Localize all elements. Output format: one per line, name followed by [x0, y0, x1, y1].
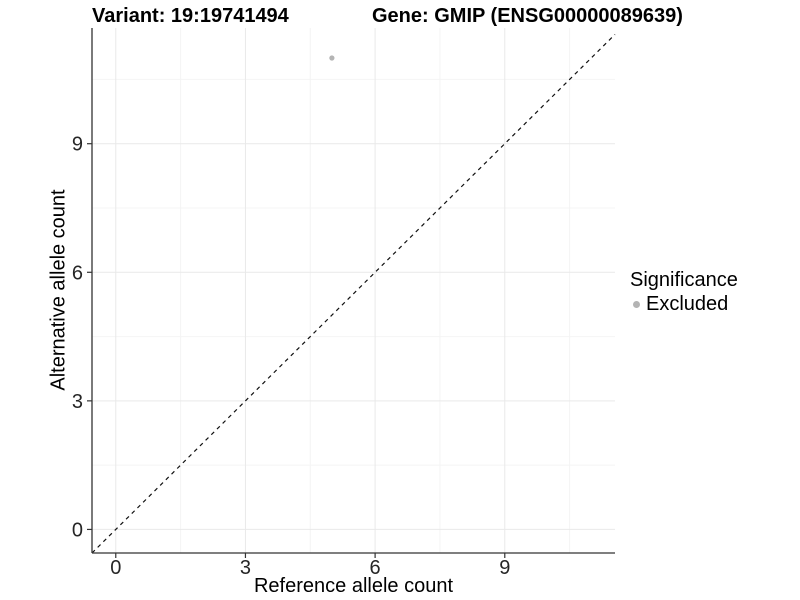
y-axis-title: Alternative allele count	[47, 189, 70, 391]
legend-title: Significance	[630, 269, 738, 291]
x-tick-label: 3	[240, 557, 251, 579]
y-tick-label: 0	[72, 519, 83, 541]
x-tick-label: 9	[499, 557, 510, 579]
x-tick-label: 0	[110, 557, 121, 579]
x-axis-title: Reference allele count	[253, 575, 453, 597]
legend: Significance Excluded	[630, 269, 738, 316]
x-tick-label: 6	[370, 557, 381, 579]
y-tick-label: 6	[72, 262, 83, 284]
data-point	[329, 55, 335, 61]
identity-dashed-line	[91, 34, 616, 554]
plot-title-gene: Gene: GMIP (ENSG00000089639)	[372, 5, 683, 27]
plot-title-variant: Variant: 19:19741494	[92, 5, 289, 27]
y-tick-label: 9	[72, 134, 83, 156]
y-tick-label: 3	[72, 391, 83, 413]
legend-key-dot	[633, 301, 640, 308]
legend-item-excluded: Excluded	[630, 293, 738, 316]
legend-item-label: Excluded	[646, 293, 729, 315]
